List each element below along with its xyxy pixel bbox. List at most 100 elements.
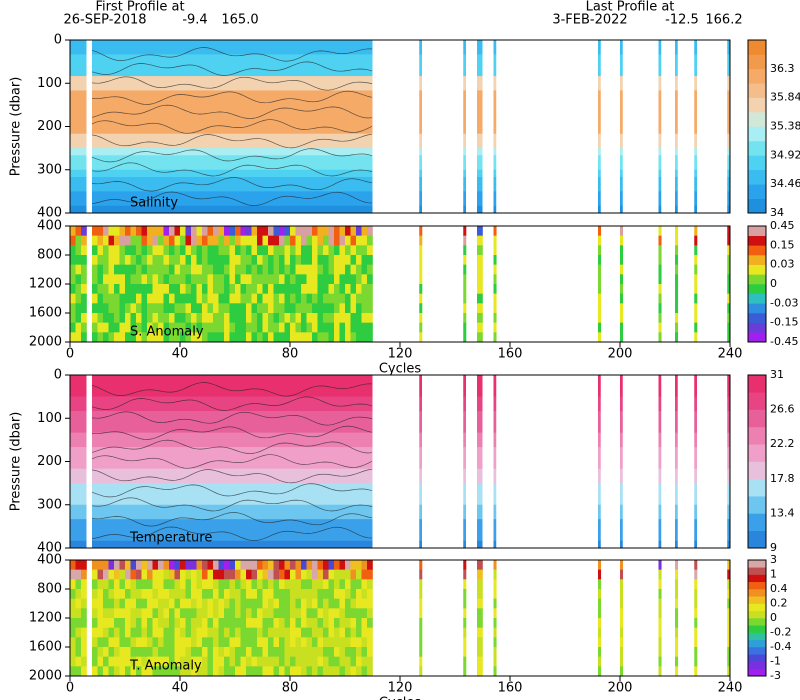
anomaly-cell <box>147 303 153 314</box>
anomaly-cell <box>130 332 137 343</box>
anomaly-cell <box>295 608 302 619</box>
anomaly-cell <box>75 313 82 323</box>
field-cell <box>727 382 730 390</box>
anomaly-cell <box>185 618 192 628</box>
anomaly-cell <box>620 245 624 256</box>
anomaly-cell <box>119 245 126 256</box>
anomaly-cell <box>213 608 219 619</box>
anomaly-cell <box>350 245 357 256</box>
x-tick-label: 40 <box>172 347 189 362</box>
field-cell <box>70 155 87 164</box>
contour-line <box>91 497 373 512</box>
anomaly-cell <box>290 589 296 599</box>
anomaly-cell <box>213 245 219 256</box>
anomaly-cell <box>295 666 302 677</box>
field-cell <box>620 140 623 149</box>
field-cell <box>477 468 483 477</box>
field-cell <box>598 155 601 164</box>
y-tick-label: 2000 <box>29 335 62 350</box>
field-cell <box>694 483 697 491</box>
anomaly-cell <box>180 579 186 590</box>
anomaly-cell <box>262 322 269 333</box>
anomaly-cell <box>312 569 318 580</box>
field-cell <box>658 205 662 214</box>
anomaly-cell <box>493 579 497 590</box>
colorbar-label: 17.8 <box>770 472 795 485</box>
anomaly-cell <box>257 284 263 294</box>
anomaly-cell <box>279 598 285 609</box>
field-cell <box>620 148 623 156</box>
anomaly-cell <box>163 618 170 628</box>
anomaly-cell <box>312 226 318 236</box>
colorbar-bin <box>748 184 766 199</box>
field-cell <box>493 83 497 91</box>
anomaly-cell <box>108 666 115 677</box>
field-cell <box>419 432 422 441</box>
anomaly-cell <box>125 608 131 619</box>
anomaly-cell <box>727 627 731 638</box>
anomaly-cell <box>328 627 335 638</box>
profile-column <box>477 226 483 343</box>
anomaly-cell <box>323 637 329 648</box>
field-cell <box>70 432 87 441</box>
anomaly-cell <box>295 303 302 314</box>
anomaly-cell <box>147 618 153 628</box>
anomaly-cell <box>290 235 296 246</box>
anomaly-cell <box>218 656 225 667</box>
anomaly-cell <box>317 627 324 638</box>
anomaly-cell <box>114 255 120 265</box>
anomaly-cell <box>658 274 662 285</box>
anomaly-cell <box>92 666 98 677</box>
field-cell <box>694 191 697 200</box>
anomaly-cell <box>620 255 624 265</box>
field-cell <box>598 148 601 156</box>
x-tick-label: 200 <box>608 347 633 362</box>
anomaly-cell <box>477 627 483 638</box>
anomaly-cell <box>108 579 115 590</box>
anomaly-cell <box>675 656 679 667</box>
field-cell <box>477 432 483 441</box>
anomaly-cell <box>196 322 203 333</box>
field-cell <box>694 169 697 178</box>
anomaly-cell <box>361 589 368 599</box>
anomaly-cell <box>103 303 109 314</box>
anomaly-cell <box>301 627 307 638</box>
y-tick-label: 1200 <box>29 277 62 292</box>
anomaly-cell <box>152 647 159 657</box>
anomaly-cell <box>103 598 109 609</box>
anomaly-cell <box>75 322 82 333</box>
x-tick-label: 80 <box>282 681 299 696</box>
anomaly-cell <box>257 313 263 323</box>
anomaly-cell <box>75 627 82 638</box>
field-cell <box>463 191 466 200</box>
anomaly-cell <box>328 598 335 609</box>
field-cell <box>493 54 497 63</box>
anomaly-cell <box>152 627 159 638</box>
anomaly-cell <box>103 637 109 648</box>
anomaly-cell <box>125 245 131 256</box>
anomaly-cell <box>419 579 423 590</box>
anomaly-cell <box>317 322 324 333</box>
anomaly-cell <box>620 589 624 599</box>
anomaly-cell <box>152 235 159 246</box>
anomaly-cell <box>119 608 126 619</box>
anomaly-cell <box>345 656 351 667</box>
anomaly-cell <box>202 656 208 667</box>
x-tick-label: 240 <box>718 681 743 696</box>
anomaly-cell <box>141 627 148 638</box>
anomaly-cell <box>694 560 698 570</box>
anomaly-cell <box>207 313 214 323</box>
anomaly-cell <box>235 255 241 265</box>
anomaly-cell <box>174 322 181 333</box>
field-cell <box>598 418 601 426</box>
anomaly-cell <box>323 647 329 657</box>
anomaly-cell <box>694 579 698 590</box>
anomaly-cell <box>196 569 203 580</box>
anomaly-cell <box>163 264 170 275</box>
anomaly-cell <box>119 627 126 638</box>
anomaly-cell <box>108 647 115 657</box>
anomaly-cell <box>97 589 104 599</box>
anomaly-cell <box>361 226 368 236</box>
field-cell <box>70 112 87 120</box>
field-cell <box>727 432 730 441</box>
